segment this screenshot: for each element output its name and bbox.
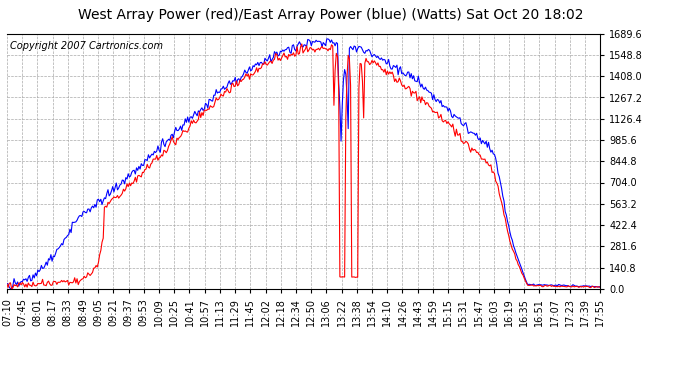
Text: Copyright 2007 Cartronics.com: Copyright 2007 Cartronics.com [10,41,163,51]
Text: West Array Power (red)/East Array Power (blue) (Watts) Sat Oct 20 18:02: West Array Power (red)/East Array Power … [79,8,584,21]
